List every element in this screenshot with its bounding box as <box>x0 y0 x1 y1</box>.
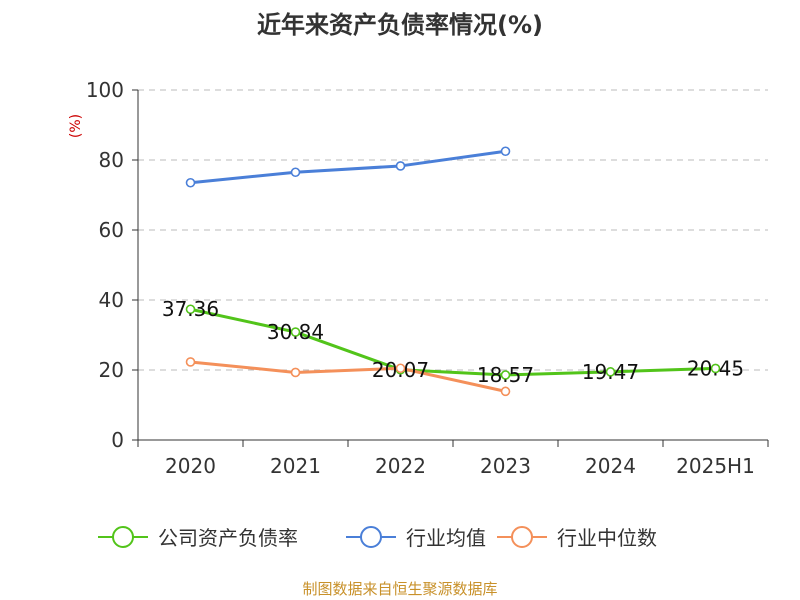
x-tick-label: 2022 <box>375 454 426 478</box>
y-tick-label: 100 <box>86 78 124 102</box>
data-point[interactable] <box>710 363 721 374</box>
legend[interactable]: 公司资产负债率 行业均值 行业中位数 <box>98 526 657 550</box>
legend-label: 行业中位数 <box>557 526 657 550</box>
legend-marker-icon <box>112 526 134 548</box>
y-tick-label: 40 <box>99 288 124 312</box>
series-industry-median <box>185 357 511 397</box>
data-point[interactable] <box>500 386 511 397</box>
legend-marker-icon <box>360 526 382 548</box>
data-point[interactable] <box>500 370 511 380</box>
legend-marker-icon <box>511 526 533 548</box>
y-axis-unit-label: (%) <box>68 114 84 138</box>
x-tick-label: 2023 <box>480 454 531 478</box>
legend-item-industry-avg[interactable]: 行业均值 <box>346 526 486 550</box>
x-tick-label: 2024 <box>585 454 636 478</box>
data-point[interactable] <box>290 327 301 337</box>
grid-lines <box>138 89 768 371</box>
chart-title: 近年来资产负债率情况(%) <box>257 11 543 39</box>
series-industry-avg <box>185 146 511 188</box>
x-tick-label: 2020 <box>165 454 216 478</box>
legend-item-industry-median[interactable]: 行业中位数 <box>497 526 657 550</box>
legend-item-asset-liability[interactable]: 公司资产负债率 <box>98 526 298 550</box>
data-point[interactable] <box>185 357 196 367</box>
data-point[interactable] <box>185 177 196 188</box>
data-label: 30.84 <box>267 320 324 344</box>
series-line <box>190 360 506 393</box>
y-tick-label: 0 <box>111 428 124 452</box>
series-layer <box>185 146 721 397</box>
y-tick-label: 80 <box>99 148 124 172</box>
data-label: 20.45 <box>687 356 744 380</box>
data-label: 37.36 <box>162 297 219 321</box>
legend-label: 行业均值 <box>406 526 486 550</box>
y-tick-label: 60 <box>99 218 124 242</box>
series-line <box>190 307 716 377</box>
data-point[interactable] <box>395 161 406 171</box>
data-point[interactable] <box>605 367 616 377</box>
source-caption: 制图数据来自恒生聚源数据库 <box>302 580 497 598</box>
data-label: 18.57 <box>477 363 534 387</box>
data-point[interactable] <box>395 363 406 374</box>
x-tick-label: 2025H1 <box>676 454 755 478</box>
data-point[interactable] <box>185 304 196 315</box>
y-tick-label: 20 <box>99 358 124 382</box>
x-tick-label: 2021 <box>270 454 321 478</box>
data-labels: 37.36 30.84 20.07 18.57 19.47 20.45 <box>162 297 744 387</box>
data-label: 20.07 <box>372 358 429 382</box>
axes: 0 20 40 60 80 100 2020 2021 2022 2023 2024 2025H1 <box>86 78 769 478</box>
data-point[interactable] <box>500 146 511 157</box>
data-label: 19.47 <box>582 360 639 384</box>
legend-label: 公司资产负债率 <box>158 526 298 550</box>
series-line <box>190 149 506 185</box>
data-point[interactable] <box>290 167 301 178</box>
data-point[interactable] <box>290 367 301 378</box>
